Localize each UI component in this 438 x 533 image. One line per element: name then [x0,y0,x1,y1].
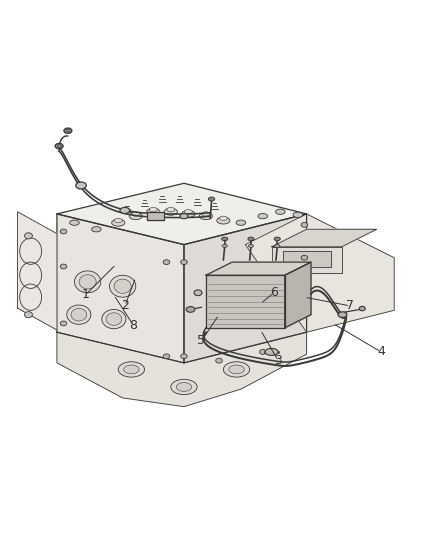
Polygon shape [57,214,184,363]
Ellipse shape [251,268,275,287]
Ellipse shape [275,245,280,247]
Ellipse shape [236,220,246,225]
Ellipse shape [120,207,130,214]
Ellipse shape [171,379,197,394]
Text: 2: 2 [121,300,129,312]
Text: 1: 1 [81,288,89,302]
Ellipse shape [194,290,202,296]
Ellipse shape [110,275,136,297]
Ellipse shape [60,264,67,269]
Ellipse shape [25,312,32,318]
Ellipse shape [71,309,87,321]
Ellipse shape [217,217,230,224]
Ellipse shape [182,211,195,217]
Polygon shape [272,247,342,273]
Ellipse shape [163,260,170,264]
Ellipse shape [25,233,32,239]
Ellipse shape [222,245,227,247]
Ellipse shape [180,354,187,359]
Text: 3: 3 [274,354,282,367]
Ellipse shape [252,304,274,321]
Ellipse shape [79,274,96,289]
Polygon shape [206,314,311,328]
Ellipse shape [114,279,131,293]
Ellipse shape [223,362,250,377]
Ellipse shape [129,213,142,220]
Ellipse shape [259,350,266,354]
Ellipse shape [229,365,244,374]
Ellipse shape [92,227,101,232]
Ellipse shape [60,321,67,326]
Ellipse shape [149,207,157,212]
Ellipse shape [338,312,347,318]
Polygon shape [285,262,311,328]
Ellipse shape [124,365,139,374]
Ellipse shape [215,358,222,363]
Polygon shape [272,229,377,247]
Text: 8: 8 [130,319,138,332]
Ellipse shape [220,274,244,294]
Polygon shape [184,214,307,363]
Polygon shape [147,212,164,220]
Ellipse shape [70,220,79,225]
Polygon shape [57,183,307,245]
Ellipse shape [112,219,125,226]
Ellipse shape [180,214,188,219]
Text: 6: 6 [270,286,278,300]
Polygon shape [283,251,331,268]
Ellipse shape [132,212,140,216]
Ellipse shape [167,207,175,212]
Ellipse shape [184,209,192,214]
Ellipse shape [176,383,191,391]
Ellipse shape [274,237,280,241]
Ellipse shape [106,313,122,325]
Ellipse shape [74,271,101,293]
Ellipse shape [222,237,228,241]
Ellipse shape [186,306,195,312]
Ellipse shape [293,212,303,217]
Ellipse shape [102,310,126,329]
Polygon shape [57,332,307,407]
Ellipse shape [163,354,170,359]
Ellipse shape [276,209,285,214]
Polygon shape [245,214,394,332]
Polygon shape [18,212,57,330]
Ellipse shape [199,213,212,220]
Ellipse shape [202,212,210,216]
Ellipse shape [55,143,63,149]
Ellipse shape [301,222,307,227]
Ellipse shape [208,197,215,201]
Text: 7: 7 [346,300,354,312]
Ellipse shape [258,214,268,219]
Ellipse shape [248,245,254,247]
Ellipse shape [265,349,278,356]
Ellipse shape [359,306,365,311]
Ellipse shape [60,229,67,234]
Polygon shape [206,275,285,328]
Ellipse shape [180,260,187,264]
Ellipse shape [248,237,254,241]
Ellipse shape [64,128,72,133]
Polygon shape [206,262,311,275]
Ellipse shape [66,130,70,132]
Ellipse shape [147,208,160,215]
Ellipse shape [57,144,61,148]
Ellipse shape [164,208,177,215]
Text: 5: 5 [198,335,205,348]
Ellipse shape [67,305,91,324]
Ellipse shape [221,310,243,328]
Ellipse shape [76,182,86,189]
Ellipse shape [114,219,122,223]
Ellipse shape [301,255,307,260]
Text: 4: 4 [377,345,385,358]
Ellipse shape [301,308,307,313]
Ellipse shape [219,216,227,221]
Ellipse shape [118,362,145,377]
